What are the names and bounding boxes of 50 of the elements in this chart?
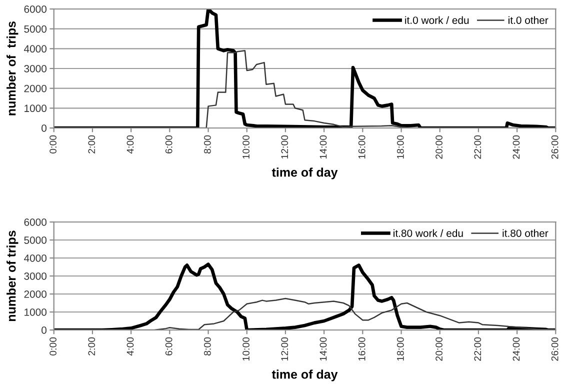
y-tick-label: 2000 <box>24 84 47 92</box>
x-tick-label: 6:00 <box>165 135 172 154</box>
legend-label: it.80 work / edu <box>394 229 463 237</box>
x-tick-label: 0:00 <box>50 135 56 154</box>
y-tick-label: 5000 <box>24 236 47 244</box>
y-tick-label: 6000 <box>24 6 47 13</box>
y-axis-title: number of trips <box>6 21 18 116</box>
x-tick-label: 0:00 <box>50 337 56 356</box>
y-tick-label: 3000 <box>24 65 47 72</box>
x-tick-label: 20:00 <box>436 337 442 361</box>
y-tick-label: 0 <box>42 124 47 132</box>
x-tick-label: 22:00 <box>474 135 482 159</box>
x-tick-label: 24:00 <box>512 337 520 361</box>
x-tick-label: 6:00 <box>165 337 172 356</box>
x-tick-label: 14:00 <box>320 135 327 159</box>
x-tick-label: 18:00 <box>396 135 404 159</box>
legend-label: it.0 other <box>508 16 548 24</box>
x-tick-label: 4:00 <box>126 135 134 154</box>
y-tick-label: 5000 <box>24 25 47 33</box>
x-tick-label: 10:00 <box>242 135 250 159</box>
x-tick-label: 18:00 <box>396 337 404 361</box>
y-axis-title: number of trips <box>6 230 18 322</box>
y-tick-label: 6000 <box>24 218 47 226</box>
x-tick-label: 16:00 <box>358 337 366 361</box>
x-tick-label: 22:00 <box>474 337 482 361</box>
x-tick-label: 26:00 <box>551 337 558 361</box>
x-tick-label: 12:00 <box>281 337 288 361</box>
y-tick-label: 3000 <box>24 272 47 280</box>
x-tick-label: 26:00 <box>551 135 558 159</box>
x-tick-label: 24:00 <box>512 135 520 159</box>
legend-label: it.80 other <box>502 229 548 237</box>
x-tick-label: 4:00 <box>126 337 134 356</box>
x-tick-label: 10:00 <box>242 337 250 361</box>
x-tick-label: 20:00 <box>436 135 442 159</box>
y-tick-label: 1000 <box>24 104 47 112</box>
x-tick-label: 8:00 <box>204 135 211 154</box>
x-axis-title: time of day <box>272 168 338 180</box>
y-tick-label: 0 <box>42 326 47 334</box>
x-axis-title: time of day <box>272 370 338 382</box>
x-tick-label: 2:00 <box>88 135 96 154</box>
x-tick-label: 12:00 <box>281 135 288 159</box>
x-tick-label: 8:00 <box>204 337 211 356</box>
x-tick-label: 14:00 <box>320 337 327 361</box>
legend-label: it.0 work / edu <box>405 16 469 24</box>
y-tick-label: 1000 <box>24 308 47 316</box>
y-tick-label: 4000 <box>24 45 47 53</box>
x-tick-label: 16:00 <box>358 135 366 159</box>
y-tick-label: 4000 <box>24 254 47 262</box>
y-tick-label: 2000 <box>24 290 47 298</box>
x-tick-label: 2:00 <box>88 337 96 356</box>
